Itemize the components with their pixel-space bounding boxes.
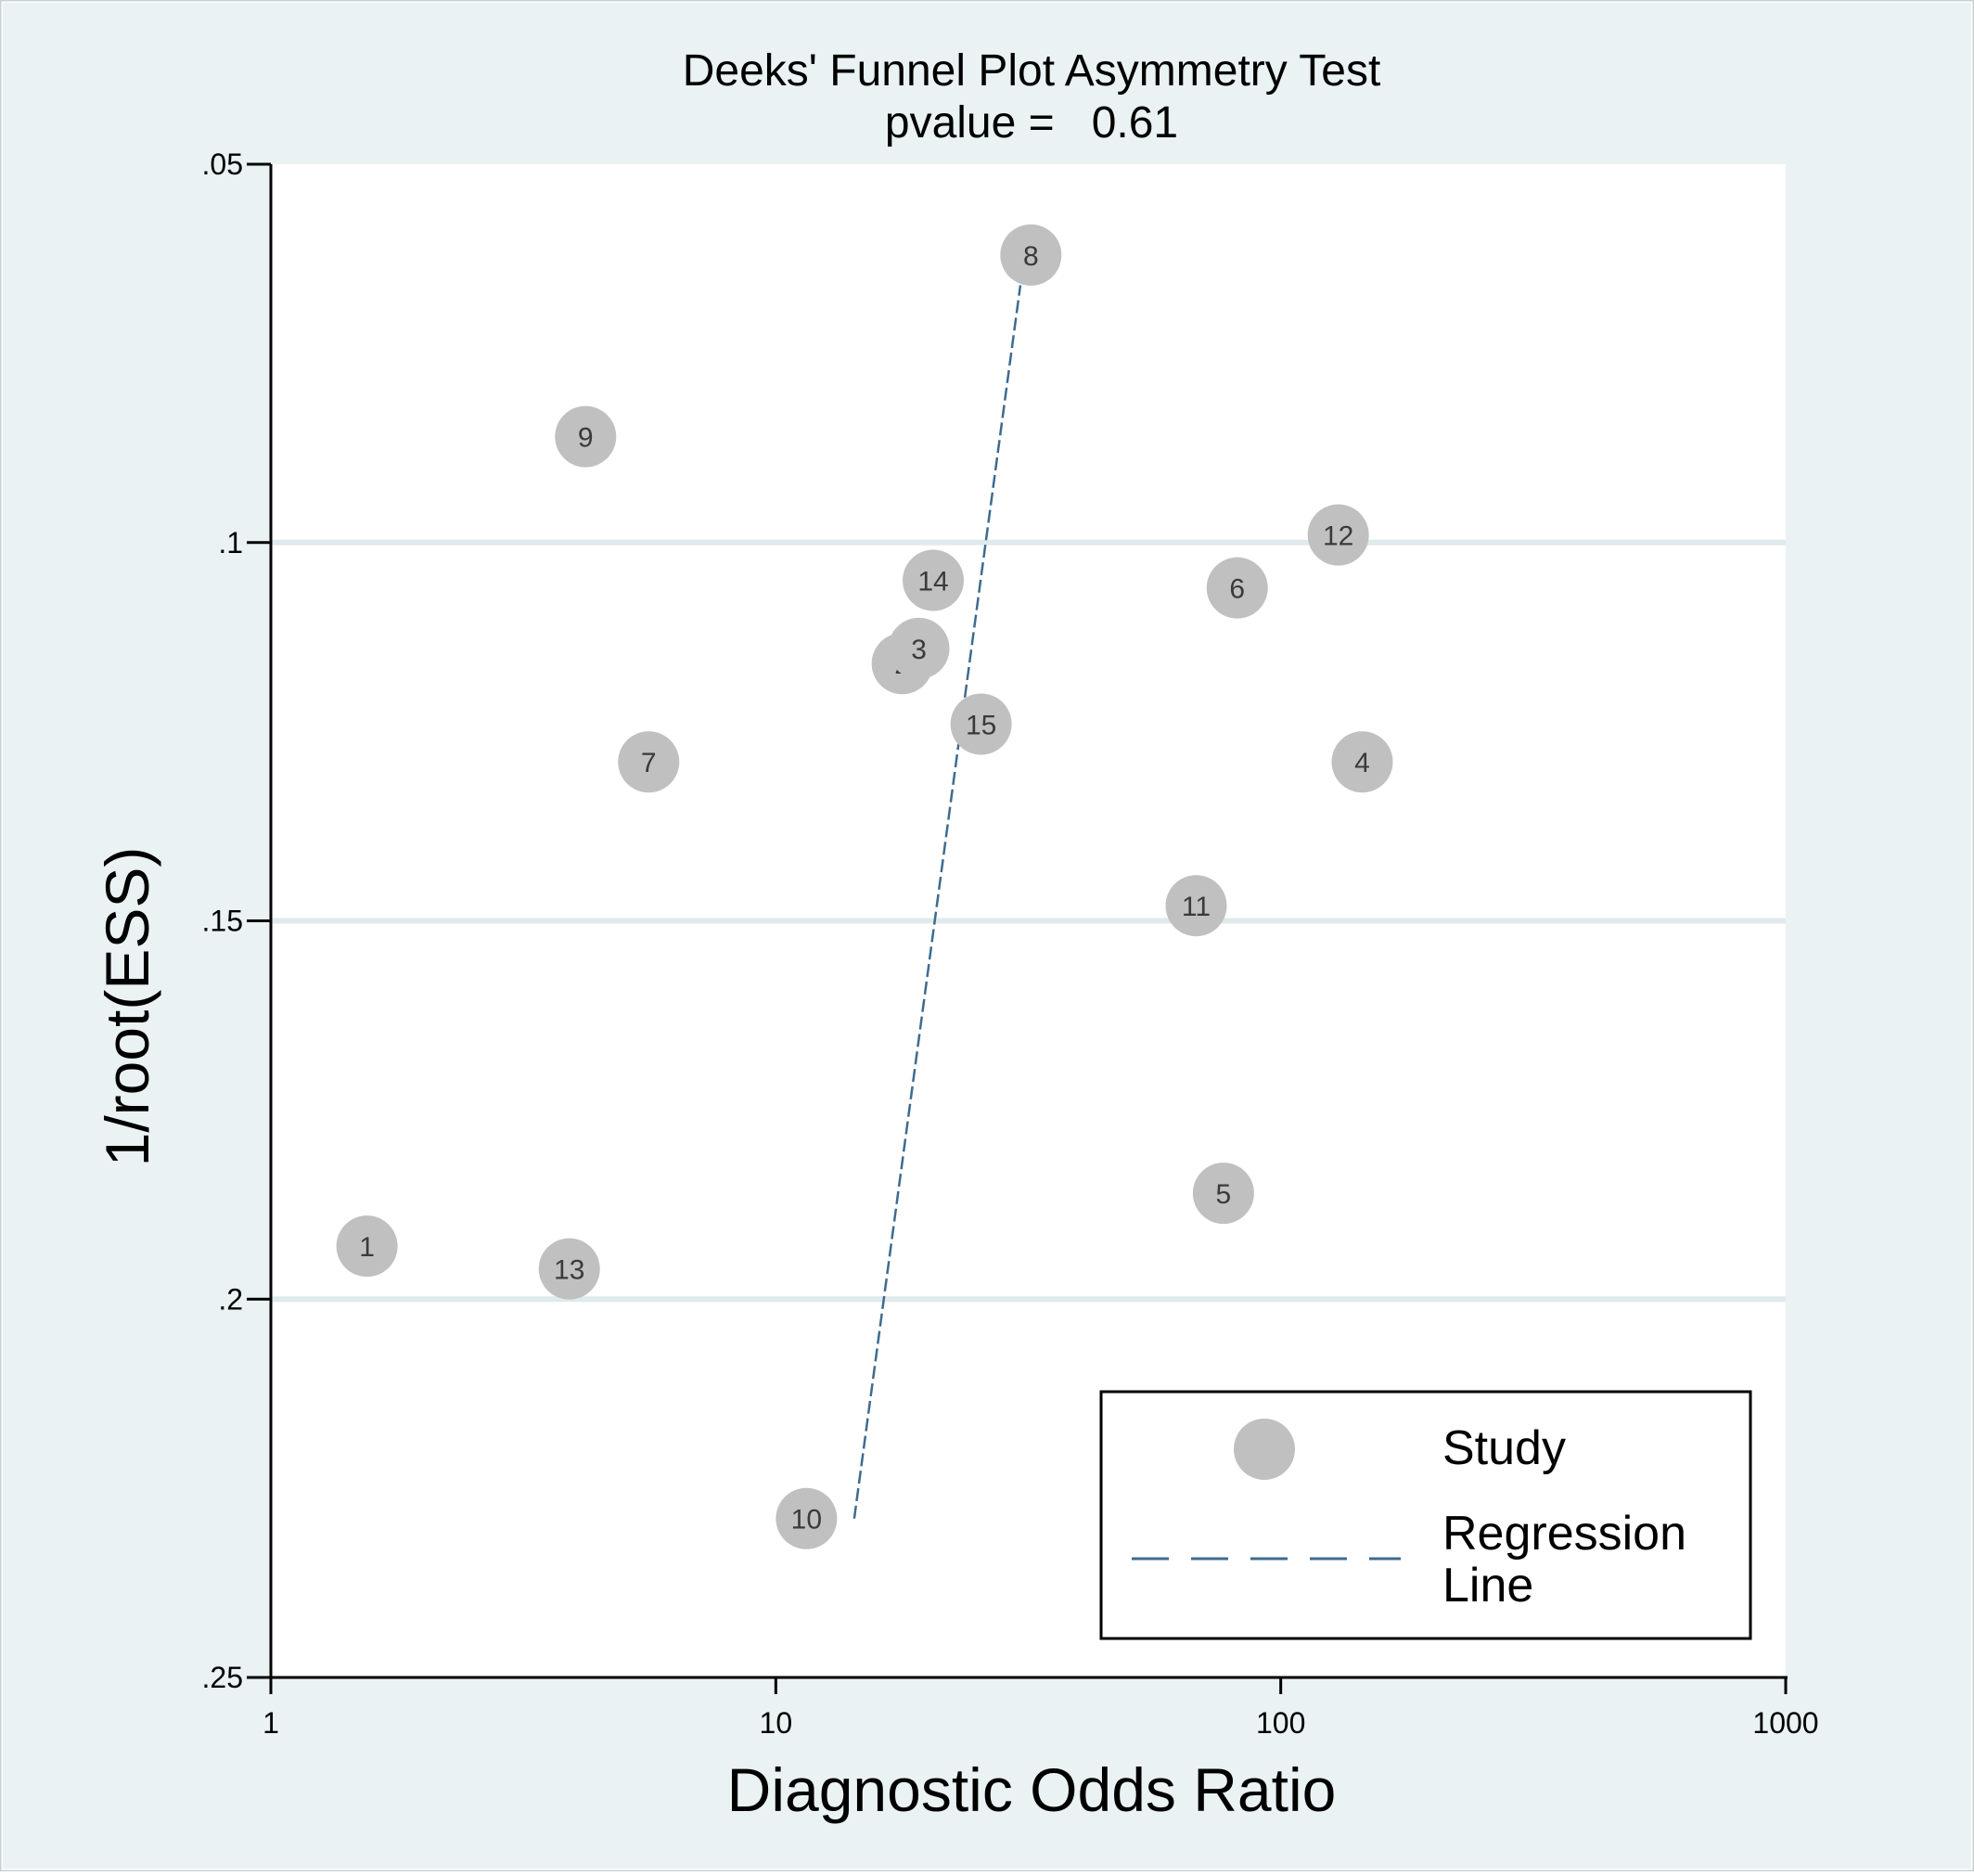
x-tick-label: 10 [760, 1706, 793, 1740]
x-tick-label: 1 [263, 1706, 279, 1740]
regression-line [852, 285, 1022, 1519]
study-point-10: 10 [776, 1487, 838, 1549]
study-point-7: 7 [618, 731, 680, 793]
study-label: 1 [359, 1232, 375, 1263]
y-tick-label: .15 [202, 905, 243, 938]
study-point-11: 11 [1165, 875, 1227, 937]
study-marker [538, 1238, 600, 1300]
study-point-6: 6 [1206, 557, 1268, 619]
study-marker [555, 405, 617, 468]
study-marker [1000, 224, 1062, 286]
study-point-12: 12 [1307, 504, 1369, 566]
x-axis-ticks: 1 10 100 1000 [263, 1677, 1819, 1740]
study-marker [618, 731, 680, 793]
chart-subtitle: pvalue = 0.61 [885, 98, 1178, 148]
study-point-5: 5 [1192, 1163, 1254, 1225]
study-label: 13 [554, 1255, 584, 1286]
study-marker [888, 617, 950, 679]
study-point-8: 8 [1000, 224, 1062, 286]
legend-study-marker [1234, 1419, 1295, 1480]
study-point-9: 9 [555, 405, 617, 468]
legend-study-label: Study [1442, 1421, 1566, 1475]
gridlines [271, 539, 1786, 1303]
y-tick-label: .05 [202, 148, 243, 181]
legend-regression-label-line1: Regression [1442, 1507, 1686, 1561]
study-marker [1165, 875, 1227, 937]
study-marker [950, 693, 1012, 755]
regression-line-group [852, 285, 1022, 1519]
study-label: 8 [1023, 241, 1039, 272]
study-point-4: 4 [1331, 731, 1393, 793]
study-marker [1307, 504, 1369, 566]
legend-box [1099, 1390, 1752, 1640]
study-label: 11 [1182, 892, 1211, 922]
study-point-1: 1 [336, 1215, 398, 1278]
study-label: 6 [1229, 574, 1245, 605]
study-label: 14 [917, 567, 948, 597]
study-marker [776, 1487, 838, 1549]
legend-regression-label-line2: Line [1442, 1559, 1533, 1613]
study-label: 3 [911, 635, 927, 665]
study-point-13: 13 [538, 1238, 600, 1300]
chart-title: Deeks' Funnel Plot Asymmetry Test [683, 46, 1381, 96]
x-axis-label: Diagnostic Odds Ratio [727, 1755, 1337, 1824]
y-tick-label: .1 [218, 526, 243, 559]
legend: Study Regression Line [1099, 1390, 1752, 1640]
study-label: 10 [791, 1505, 822, 1535]
study-label: 5 [1216, 1179, 1232, 1210]
study-point-15: 15 [950, 693, 1012, 755]
study-label: 7 [641, 748, 657, 778]
study-marker [336, 1215, 398, 1278]
study-marker [1206, 557, 1268, 619]
y-axis-label: 1/root(ESS) [93, 847, 161, 1167]
study-marker [903, 549, 965, 611]
study-label: 15 [966, 710, 996, 740]
study-label: 9 [578, 423, 594, 454]
x-tick-label: 1000 [1752, 1706, 1818, 1740]
study-label: 4 [1354, 748, 1370, 778]
y-tick-label: .2 [218, 1282, 243, 1316]
study-marker [1192, 1163, 1254, 1225]
x-tick-label: 100 [1256, 1706, 1305, 1740]
y-axis-ticks: .05 .1 .15 .2 .25 [202, 148, 271, 1694]
study-point-14: 14 [903, 549, 965, 611]
y-tick-label: .25 [202, 1661, 243, 1694]
study-label: 12 [1323, 521, 1353, 552]
study-marker [1331, 731, 1393, 793]
study-point-3: 3 [888, 617, 950, 679]
data-points: 123456789101112131415 [336, 224, 1393, 1549]
legend-regression-label: Regression Line [1442, 1507, 1699, 1613]
